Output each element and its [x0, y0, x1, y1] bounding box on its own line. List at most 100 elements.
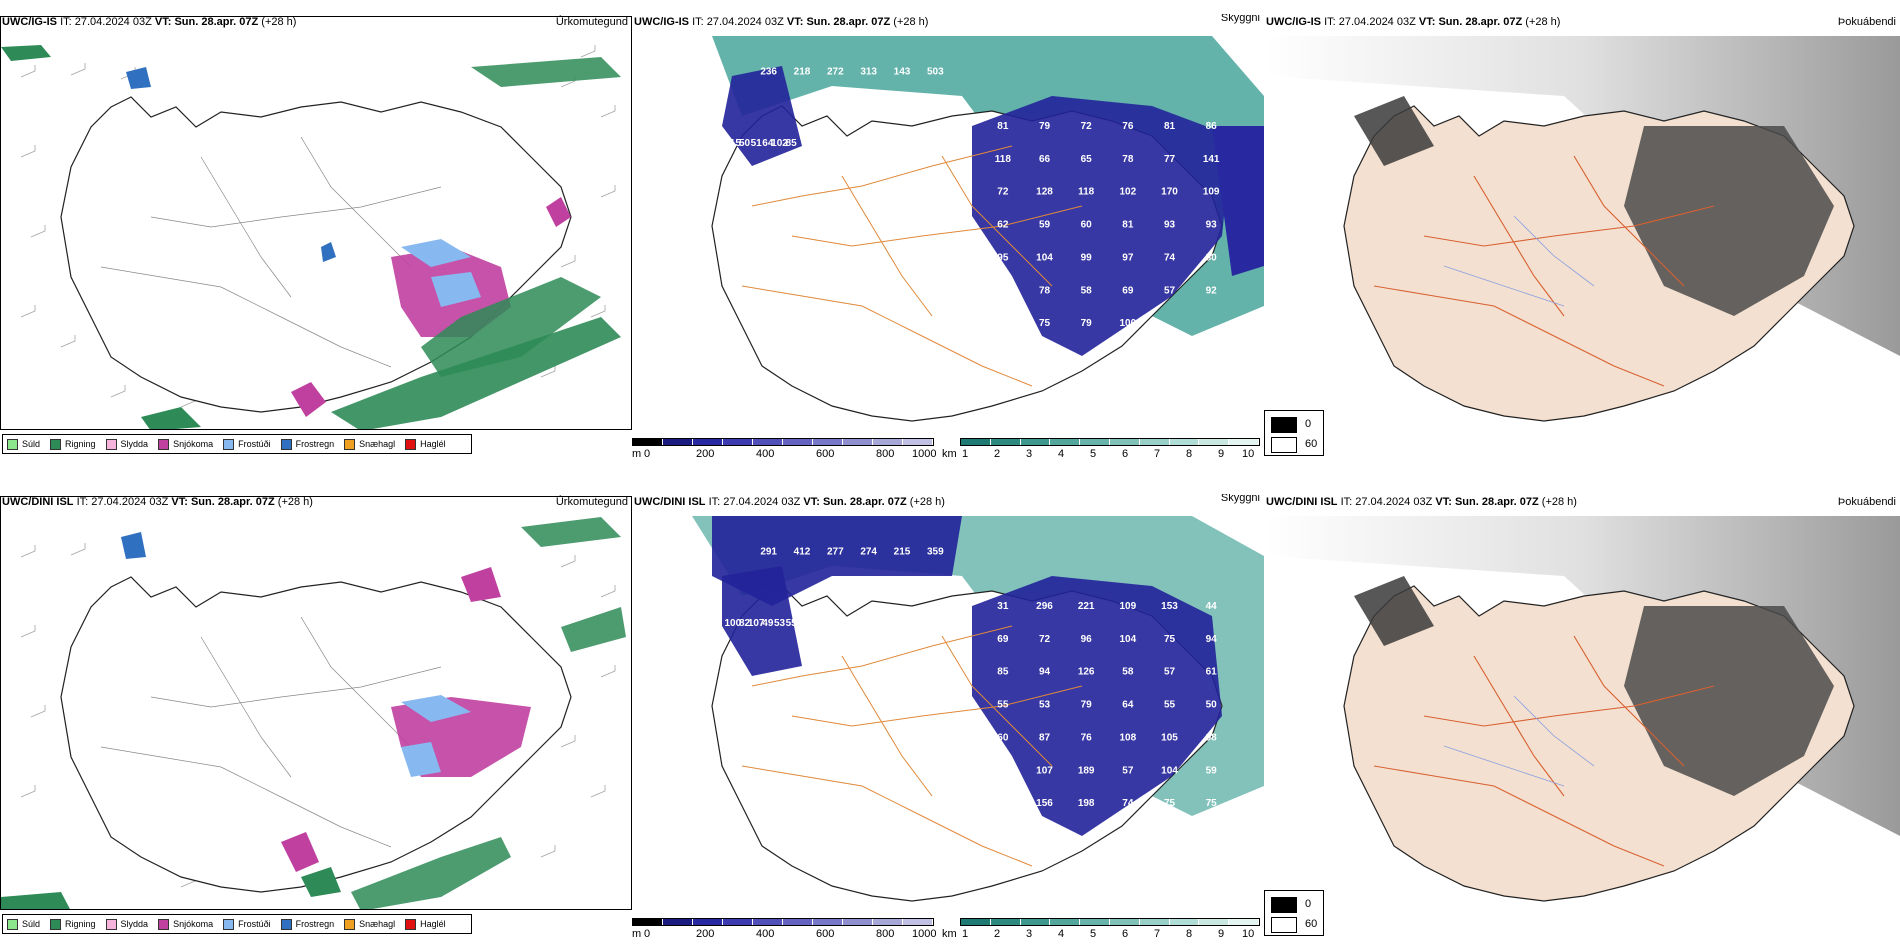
row2-fog-header: UWC/DINI ISL IT: 27.04.2024 03Z VT: Sun.… [1266, 496, 1896, 508]
colorbar-tick: 3 [1026, 928, 1033, 940]
vis-value-label: 69 [1122, 285, 1134, 296]
vis-value-label: 272 [827, 67, 844, 78]
vis-value-label: 85 [997, 667, 1009, 678]
fog-dark-area-west [1354, 576, 1434, 646]
legend-item-haglel: Haglél [405, 918, 446, 930]
colorbar-tick: 3 [1026, 448, 1033, 460]
legend-item-rigning: Rigning [50, 438, 96, 450]
colorbar-tick: 5 [1090, 448, 1097, 460]
vis-value-label: 96 [1081, 634, 1093, 645]
vis-value-label: 74 [1164, 252, 1176, 263]
vis-value-label: 82 [739, 618, 751, 629]
vis-value-label: 108 [1119, 732, 1136, 743]
vis-value-label: 107 [748, 618, 765, 629]
vis-value-label: 296 [1036, 601, 1053, 612]
panel-title: Úrkomutegund [555, 16, 628, 28]
colorbar-unit: m [632, 928, 642, 940]
vis-value-label: 109 [1203, 187, 1220, 198]
vis-value-label: 80 [1206, 252, 1218, 263]
model-label: UWC/DINI ISL [634, 496, 706, 508]
vis-value-label: 85 [786, 138, 798, 149]
fog-swatch [1271, 917, 1297, 933]
colorbar-tick: 1 [962, 928, 969, 940]
vis-value-label: 313 [860, 67, 877, 78]
vis-value-label: 72 [1039, 634, 1051, 645]
valid-time: Sun. 28.apr. 07Z [174, 16, 259, 28]
vis-value-label: 503 [927, 67, 944, 78]
row1-fog-header: UWC/IG-IS IT: 27.04.2024 03Z VT: Sun. 28… [1266, 16, 1896, 28]
colorbar-tick: 800 [876, 448, 895, 460]
legend-swatch [280, 918, 292, 930]
vis-value-label: 76 [1081, 732, 1093, 743]
vis-value-label: 118 [995, 154, 1012, 165]
vis-value-label: 74 [997, 765, 1009, 776]
colorbar-tick: 9 [1218, 928, 1225, 940]
init-time: 27.04.2024 03Z [91, 496, 169, 508]
roads [741, 625, 1083, 867]
roads [1373, 635, 1715, 867]
vis-value-label: 53 [1039, 700, 1051, 711]
vis-value-label: 141 [1203, 154, 1220, 165]
colorbar-tick: 1 [962, 448, 969, 460]
vis-value-label: 97 [1122, 252, 1134, 263]
vis-value-label: 79 [1081, 700, 1093, 711]
vis-value-label: 65 [1081, 154, 1093, 165]
precip-fields [1, 45, 621, 429]
legend-swatch [158, 918, 170, 930]
legend-item-sudl: Súld [7, 918, 40, 930]
panel-title: Skyggni [1220, 14, 1260, 24]
vis-value-label: 274 [860, 547, 877, 558]
vis-value-label: 66 [997, 318, 1009, 329]
vis-colorbar-km: km 1 2 3 4 5 6 7 8 9 10 [942, 438, 1260, 462]
precip-map-svg [1, 517, 626, 909]
vis-value-label: 221 [1078, 601, 1095, 612]
fog-swatch [1271, 417, 1297, 433]
fog-map-svg [1264, 36, 1900, 422]
legend-item-snjokoma: Snjókoma [158, 438, 213, 450]
colorbar-tick: 0 [644, 448, 651, 460]
fog-map [1264, 516, 1900, 914]
vis-map: 236 218 272 313 143 503 115 50 51 64 102 85 81 79 72 76… [632, 36, 1264, 434]
vis-value-label: 102 [771, 138, 788, 149]
vis-value-label: 57 [1164, 285, 1176, 296]
fog-swatch [1271, 897, 1297, 913]
legend-swatch [223, 438, 235, 450]
vis-value-label: 104 [1161, 765, 1178, 776]
colorbar-tick: 6 [1122, 448, 1129, 460]
vis-value-label: 58 [1081, 285, 1093, 296]
vis-value-label: 170 [1161, 187, 1178, 198]
legend-swatch [50, 438, 62, 450]
fog-dark-area [1624, 126, 1834, 316]
vis-m-field-west [722, 66, 802, 166]
vis-value-label: 67 [997, 798, 1009, 809]
colorbar-tick: 9 [1218, 448, 1225, 460]
roads [1373, 155, 1715, 387]
legend-item-snaehagl: Snæhagl [344, 438, 395, 450]
precip-legend: Súld Rigning Slydda Snjókoma Frostúði Fr… [2, 434, 472, 454]
roads [100, 136, 442, 368]
legend-item-frostudi: Frostúði [223, 438, 271, 450]
fog-legend-value: 60 [1305, 918, 1318, 930]
vis-value-label: 143 [894, 67, 911, 78]
model-label: UWC/IG-IS [634, 16, 689, 28]
fog-legend: 0 60 [1264, 410, 1324, 456]
vis-value-label: 60 [1081, 220, 1093, 231]
vis-value-label: 79 [997, 285, 1009, 296]
vis-value-label: 126 [1078, 667, 1095, 678]
legend-swatch [105, 918, 117, 930]
vis-value-label: 93 [1164, 220, 1176, 231]
model-label: UWC/IG-IS [2, 16, 57, 28]
row2-fog-panel: UWC/DINI ISL IT: 27.04.2024 03Z VT: Sun.… [1264, 494, 1900, 942]
fog-swatch [1271, 437, 1297, 453]
vis-value-label: 109 [1119, 601, 1136, 612]
model-label: UWC/DINI ISL [1266, 496, 1338, 508]
rivers [1443, 215, 1595, 307]
init-time: 27.04.2024 03Z [74, 16, 152, 28]
legend-swatch [405, 918, 417, 930]
vis-value-label: 115 [725, 138, 742, 149]
panel-title: Þokuábendi [1837, 16, 1896, 28]
precip-map [0, 16, 632, 430]
lead-time: (+28 h) [277, 496, 313, 508]
